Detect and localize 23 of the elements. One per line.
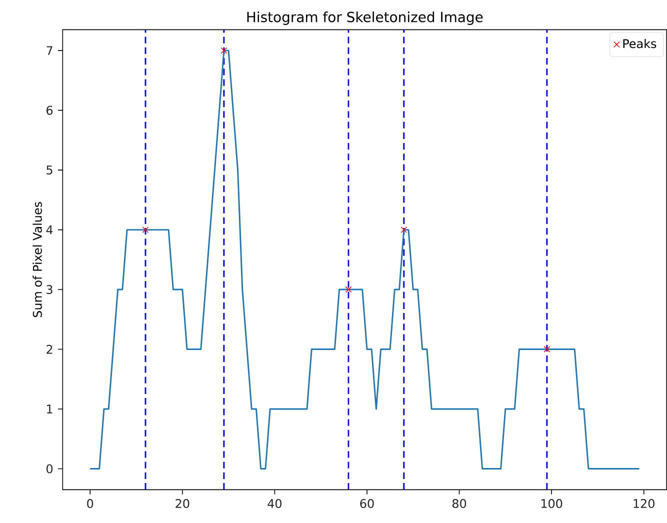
point (345, 286, 352, 293)
y-tick-label: 3 (46, 285, 52, 294)
x-tick-label: 80 (452, 499, 466, 508)
y-axis-title: Sum of Pixel Values (32, 202, 42, 318)
y-tick-label: 4 (46, 225, 53, 234)
x-tick-label: 40 (268, 499, 282, 508)
x-tick-label: 100 (541, 499, 562, 508)
y-tick-label: 2 (46, 344, 52, 354)
x-tick-label: 120 (634, 499, 654, 508)
y-tick-label: 5 (46, 166, 52, 174)
point (142, 226, 149, 234)
y-tick-label: 7 (46, 46, 52, 55)
y-tick-label: 6 (46, 106, 53, 115)
point (400, 226, 408, 234)
x-tick-label: 20 (176, 499, 190, 508)
legend-label: Peaks (623, 38, 656, 48)
y-tick-label: 1 (47, 404, 52, 414)
x-tick-label: 60 (360, 499, 374, 508)
chart-title: Histogram for Skeletonized Image (247, 11, 483, 25)
y-tick-label: 0 (46, 464, 53, 474)
x-tick-label: 0 (87, 499, 94, 508)
point (220, 47, 228, 54)
point (544, 346, 550, 352)
